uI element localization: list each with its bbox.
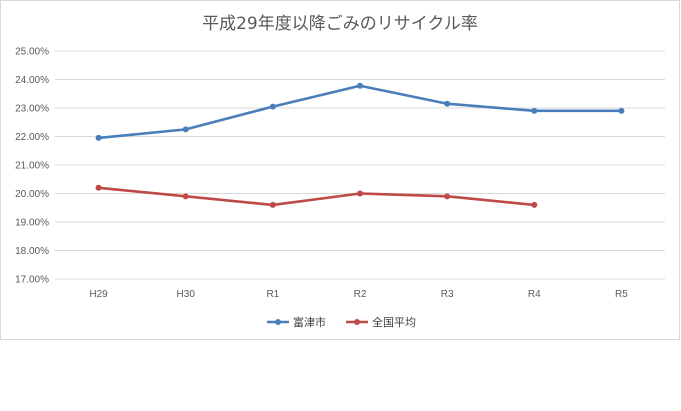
data-point [618, 107, 625, 114]
gridlines [55, 50, 665, 280]
data-point [269, 201, 276, 208]
data-point [182, 126, 189, 133]
legend-item: 富津市 [267, 315, 326, 329]
data-point [269, 103, 276, 110]
x-axis-tick-labels: H29 H30 R1 R2 R3 R4 R5 [89, 289, 628, 300]
legend-item: 全国平均 [346, 315, 416, 329]
y-axis-tick-labels: 17.00% 18.00% 19.00% 20.00% 21.00% 22.00% 23.0… [15, 47, 49, 286]
legend-label: 全国平均 [372, 315, 416, 329]
chart-frame [0, 0, 680, 340]
x-tick-label: R1 [266, 289, 279, 300]
data-point [357, 190, 363, 197]
data-point [182, 193, 189, 200]
x-tick-label: R2 [354, 289, 367, 300]
y-tick-label: 19.00% [15, 218, 49, 229]
data-point [95, 134, 102, 141]
data-point [357, 82, 363, 89]
x-tick-label: R5 [615, 289, 628, 300]
x-tick-label: H30 [177, 289, 196, 300]
legend-swatch-marker [354, 319, 360, 325]
data-point [95, 184, 102, 191]
y-tick-label: 17.00% [15, 275, 49, 286]
data-point [444, 100, 451, 107]
y-tick-label: 18.00% [15, 246, 49, 257]
legend-swatch-marker [275, 319, 281, 325]
data-point [531, 107, 538, 114]
series-1 [95, 82, 625, 141]
y-tick-label: 20.00% [15, 189, 49, 200]
series-line [97, 84, 623, 140]
x-tick-label: H29 [89, 289, 108, 300]
series-line [97, 186, 536, 207]
series-lines [95, 82, 625, 208]
chart-title: 平成29年度以降ごみのリサイクル率 [202, 14, 478, 34]
data-point [531, 201, 538, 208]
legend-label: 富津市 [293, 315, 326, 329]
series-2 [95, 184, 538, 208]
data-point [444, 193, 451, 200]
y-tick-label: 22.00% [15, 132, 49, 143]
x-tick-label: R4 [528, 289, 541, 300]
y-tick-label: 25.00% [15, 47, 49, 58]
legend: 富津市 全国平均 [267, 315, 416, 329]
y-tick-label: 21.00% [15, 161, 49, 172]
y-tick-label: 24.00% [15, 75, 49, 86]
y-tick-label: 23.00% [15, 104, 49, 115]
x-tick-label: R3 [441, 289, 454, 300]
